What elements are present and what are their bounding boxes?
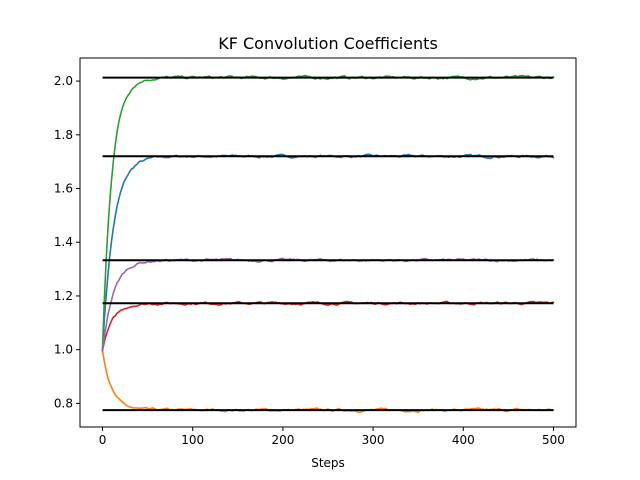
x-axis-label: Steps [311,456,345,470]
series-line-3 [101,74,555,351]
y-tick-label: 1.2 [54,289,73,303]
x-tick-label: 0 [99,433,107,447]
y-tick-label: 1.4 [54,235,73,249]
y-axis: 0.8 1.0 1.2 1.4 1.6 1.8 2.0 [54,74,80,410]
x-tick-label: 300 [362,433,385,447]
y-tick-label: 1.6 [54,182,73,196]
x-axis: 0 100 200 300 400 500 [99,427,565,447]
y-tick-label: 2.0 [54,74,73,88]
y-tick-label: 1.8 [54,128,73,142]
y-tick-label: 0.8 [54,396,73,410]
x-tick-label: 500 [542,433,565,447]
chart-title: KF Convolution Coefficients [218,34,438,53]
plot-area [101,74,555,414]
y-tick-label: 1.0 [54,343,73,357]
x-tick-label: 200 [271,433,294,447]
x-tick-label: 400 [452,433,475,447]
x-tick-label: 100 [181,433,204,447]
